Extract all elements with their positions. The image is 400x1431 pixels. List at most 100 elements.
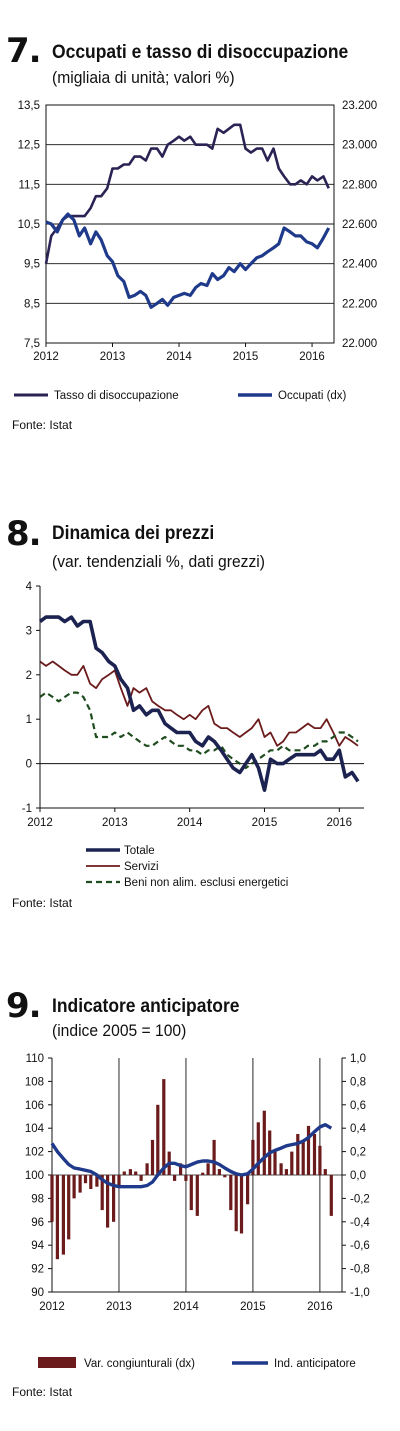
- panel-9: 9. Indicatore anticipatore (indice 2005 …: [0, 975, 400, 1399]
- chart-9-y-left-tick: 108: [25, 1076, 44, 1088]
- bar-var-congiunturale: [122, 1171, 126, 1175]
- chart-8-x-tick: 2016: [327, 817, 353, 829]
- chart-9-legend: Var. congiunturali (dx) Ind. anticipatore: [38, 1357, 356, 1370]
- chart-7-y-left-tick: 7,5: [24, 338, 40, 350]
- bar-var-congiunturale: [296, 1134, 300, 1175]
- bar-var-congiunturale: [184, 1175, 188, 1181]
- chart-8-x-tick: 2014: [177, 817, 203, 829]
- chart-8-x-tick: 2012: [27, 817, 53, 829]
- bar-var-congiunturale: [234, 1175, 238, 1232]
- panel-8-subtitle: (var. tendenziali %, dati grezzi): [52, 552, 265, 571]
- chart-7-y-right-tick: 23.000: [342, 140, 377, 152]
- bar-var-congiunturale: [50, 1175, 54, 1222]
- chart-9-y-left-tick: 98: [31, 1193, 44, 1205]
- bar-var-congiunturale: [284, 1169, 288, 1175]
- bar-var-congiunturale: [217, 1169, 221, 1175]
- chart-7-y-left-tick: 11,5: [18, 179, 40, 191]
- bar-var-congiunturale: [117, 1175, 121, 1187]
- bar-var-congiunturale: [312, 1134, 317, 1175]
- bar-var-congiunturale: [89, 1175, 93, 1189]
- chart-7-y-left-tick: 10,5: [18, 219, 40, 231]
- panel-8-number: 8.: [6, 514, 42, 554]
- panel-7-subtitle: (migliaia di unità; valori %): [52, 68, 235, 87]
- bar-var-congiunturale: [95, 1175, 99, 1187]
- legend-label-totale: Totale: [124, 845, 155, 857]
- chart-9-y-right-tick: -0,6: [350, 1240, 370, 1252]
- chart-8-y-tick: 4: [26, 581, 33, 593]
- chart-9-y-left-tick: 96: [31, 1217, 44, 1229]
- panel-8: 8. Dinamica dei prezzi (var. tendenziali…: [0, 500, 400, 920]
- panel-8-title: Dinamica dei prezzi: [52, 523, 215, 544]
- chart-7-y-right-tick: 22.400: [342, 259, 377, 271]
- panel-8-source: Fonte: Istat: [12, 896, 73, 910]
- chart-8-y-tick: -1: [22, 803, 32, 815]
- chart-9-y-left-tick: 94: [31, 1240, 44, 1252]
- chart-8-y-tick: 2: [26, 670, 32, 682]
- series-servizi: [39, 660, 359, 747]
- bar-var-congiunturale: [273, 1149, 277, 1175]
- bar-var-congiunturale: [201, 1172, 205, 1175]
- chart-9-y-right-tick: 1,0: [350, 1053, 366, 1065]
- bar-var-congiunturale: [112, 1175, 116, 1222]
- chart-8-y-tick: 3: [26, 625, 32, 637]
- bar-var-congiunturale: [67, 1175, 71, 1240]
- bar-var-congiunturale: [72, 1175, 76, 1199]
- chart-8-y-tick: 1: [26, 714, 32, 726]
- chart-9-y-right-tick: 0,8: [350, 1076, 366, 1088]
- chart-9-x-tick: 2016: [307, 1301, 333, 1313]
- chart-8-x-tick: 2015: [252, 817, 278, 829]
- bar-var-congiunturale: [206, 1163, 210, 1175]
- series-occupati: [45, 212, 331, 309]
- bar-var-congiunturale: [212, 1139, 216, 1175]
- bar-var-congiunturale: [162, 1079, 166, 1175]
- chart-7-y-left-tick: 9,5: [24, 259, 40, 271]
- bar-var-congiunturale: [262, 1110, 266, 1175]
- chart-9: 110 108 106 104 102 100 98 96 94 92 90 1,0 0,8 0,6 0,4…: [25, 1053, 371, 1313]
- bar-var-congiunturale: [145, 1163, 149, 1175]
- chart-7-y-left-tick: 8,5: [24, 298, 40, 310]
- chart-7-x-tick: 2014: [166, 351, 192, 363]
- chart-7-legend: Tasso di disoccupazione Occupati (dx): [14, 390, 347, 402]
- chart-9-y-right-tick: -0,2: [350, 1193, 370, 1205]
- bar-var-congiunturale: [301, 1139, 305, 1175]
- chart-9-y-right-tick: 0,2: [350, 1147, 366, 1159]
- bar-var-congiunturale: [189, 1175, 193, 1211]
- chart-7: 13,5 12,5 11,5 10,5 9,5 8,5 7,5 23.200 23.000 22.…: [18, 100, 378, 363]
- bar-var-congiunturale: [329, 1175, 333, 1216]
- bar-var-congiunturale: [128, 1169, 132, 1175]
- series-beni-non-alim: [39, 691, 359, 770]
- bar-var-congiunturale: [318, 1145, 322, 1176]
- chart-8: 4 3 2 1 0 -1 2012 2013 2014 2015 2016: [22, 581, 364, 829]
- bar-var-congiunturale: [150, 1139, 155, 1175]
- chart-8-legend: Totale Servizi Beni non alim. esclusi ener…: [86, 845, 288, 889]
- chart-9-y-right-tick: -1,0: [350, 1287, 370, 1299]
- chart-9-y-left-tick: 102: [25, 1147, 44, 1159]
- bar-var-congiunturale: [256, 1122, 260, 1175]
- bar-var-congiunturale: [139, 1175, 143, 1181]
- legend-swatch-var-congiunturali: [38, 1357, 76, 1368]
- bar-var-congiunturale: [290, 1151, 294, 1175]
- bar-var-congiunturale: [156, 1104, 160, 1175]
- chart-9-y-left-tick: 104: [25, 1123, 45, 1135]
- panel-7-title: Occupati e tasso di disoccupazione: [52, 42, 349, 63]
- legend-label-tasso: Tasso di disoccupazione: [54, 390, 179, 402]
- chart-9-x-tick: 2014: [173, 1301, 199, 1313]
- series-tasso-disoccupazione: [44, 123, 330, 264]
- panel-9-source: Fonte: Istat: [12, 1385, 73, 1399]
- series-totale: [38, 615, 360, 792]
- panel-9-subtitle: (indice 2005 = 100): [52, 1021, 187, 1040]
- bar-var-congiunturale: [134, 1171, 138, 1175]
- bar-var-congiunturale: [173, 1175, 177, 1181]
- chart-7-y-right-tick: 22.000: [342, 338, 377, 350]
- bar-var-congiunturale: [251, 1139, 255, 1175]
- legend-label-occupati: Occupati (dx): [278, 390, 347, 402]
- bar-var-congiunturale: [223, 1175, 227, 1178]
- bar-var-congiunturale: [323, 1169, 327, 1175]
- chart-9-y-right-tick: -0,4: [350, 1217, 370, 1229]
- series-ind-anticipatore: [50, 1123, 333, 1189]
- chart-7-y-right-tick: 23.200: [342, 100, 377, 112]
- panel-9-number: 9.: [6, 986, 42, 1026]
- chart-9-y-right-tick: -0,8: [350, 1264, 370, 1276]
- bar-var-congiunturale: [106, 1175, 110, 1228]
- panel-7-number: 7.: [6, 31, 42, 71]
